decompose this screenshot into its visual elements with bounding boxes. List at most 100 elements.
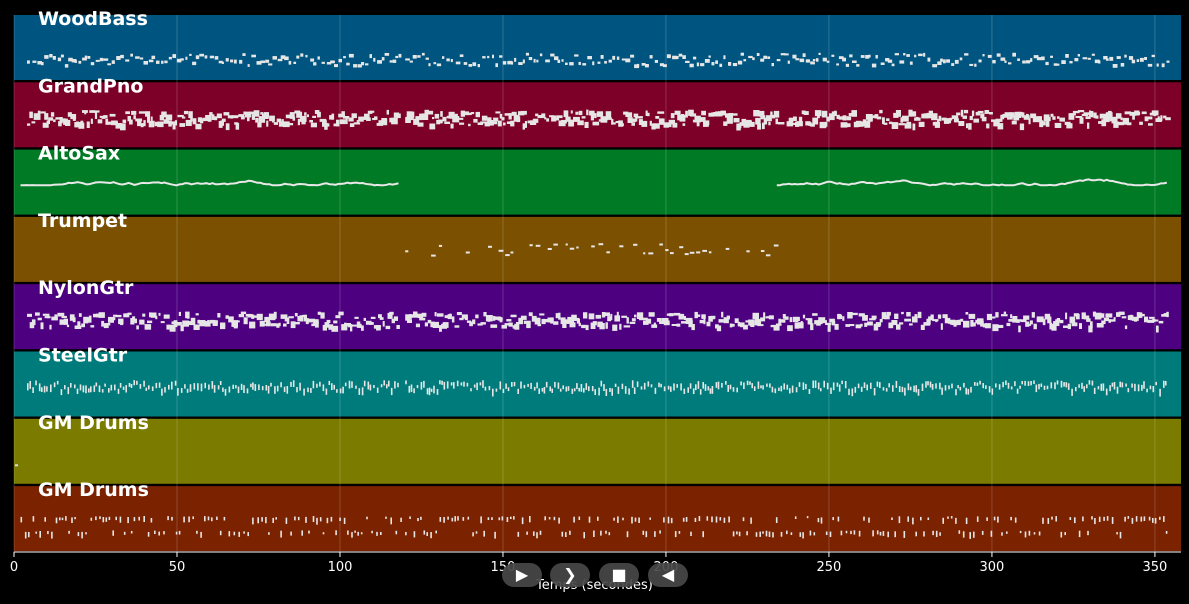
note-mark: [164, 387, 166, 393]
note-mark: [247, 114, 250, 122]
note-mark: [24, 531, 27, 539]
note-mark: [269, 115, 275, 122]
note-mark: [874, 114, 879, 119]
note-mark: [358, 388, 361, 395]
note-mark: [88, 388, 90, 393]
note-mark: [1091, 380, 1094, 386]
note-mark: [660, 383, 662, 388]
rewind-button[interactable]: ◀: [648, 563, 688, 587]
note-mark: [592, 321, 597, 326]
note-mark: [1098, 121, 1102, 124]
note-mark: [211, 114, 215, 120]
note-mark: [282, 121, 290, 128]
note-mark: [82, 57, 87, 61]
note-mark: [544, 117, 547, 120]
note-mark: [1161, 314, 1168, 317]
note-mark: [760, 250, 765, 252]
note-mark: [196, 530, 198, 534]
note-mark: [605, 388, 608, 396]
note-mark: [35, 312, 40, 316]
note-mark: [495, 63, 498, 68]
note-mark: [886, 311, 891, 316]
note-mark: [818, 52, 821, 55]
note-mark: [831, 320, 836, 326]
note-mark: [520, 110, 527, 115]
note-mark: [873, 323, 879, 331]
note-mark: [289, 112, 295, 119]
note-mark: [296, 111, 303, 118]
note-mark: [851, 110, 857, 117]
note-mark: [746, 380, 749, 386]
stop-button[interactable]: ■: [599, 563, 639, 587]
note-mark: [292, 322, 300, 325]
note-mark: [711, 516, 713, 523]
note-mark: [773, 110, 780, 118]
note-mark: [459, 54, 464, 57]
note-mark: [891, 63, 895, 67]
note-mark: [377, 60, 382, 64]
note-mark: [82, 385, 85, 393]
note-mark: [1045, 121, 1050, 127]
note-mark: [690, 531, 692, 536]
note-mark: [839, 314, 843, 319]
note-mark: [702, 249, 707, 252]
note-mark: [829, 318, 835, 323]
note-mark: [805, 383, 807, 390]
note-mark: [915, 531, 917, 537]
play-fast-button[interactable]: ▶: [502, 563, 542, 587]
note-mark: [405, 314, 411, 321]
note-mark: [1149, 112, 1154, 116]
note-mark: [948, 385, 950, 390]
note-mark: [777, 122, 785, 125]
play-icon: ▶: [515, 565, 529, 584]
note-mark: [685, 110, 688, 118]
note-mark: [390, 387, 393, 396]
note-mark: [822, 57, 827, 62]
note-mark: [182, 116, 186, 119]
note-mark: [139, 384, 142, 389]
note-mark: [1131, 517, 1134, 524]
note-mark: [995, 383, 997, 388]
note-mark: [728, 516, 730, 523]
note-mark: [58, 121, 62, 127]
note-mark: [1111, 517, 1114, 524]
note-mark: [131, 110, 137, 115]
play-button[interactable]: ❯: [550, 563, 590, 587]
note-mark: [649, 120, 652, 126]
note-mark: [1018, 325, 1021, 333]
note-mark: [991, 119, 998, 122]
note-mark: [1047, 316, 1052, 324]
note-mark: [150, 518, 153, 523]
note-mark: [966, 123, 968, 129]
note-mark: [137, 119, 142, 127]
note-mark: [233, 59, 237, 64]
note-mark: [378, 120, 382, 125]
note-mark: [37, 61, 42, 65]
note-mark: [280, 382, 282, 388]
note-mark: [1060, 380, 1063, 388]
note-mark: [450, 59, 453, 63]
note-mark: [670, 252, 674, 255]
note-mark: [1077, 110, 1085, 113]
note-mark: [546, 118, 550, 122]
note-mark: [715, 516, 718, 523]
note-mark: [625, 112, 633, 117]
note-mark: [484, 122, 490, 127]
note-mark: [623, 325, 631, 328]
note-mark: [441, 380, 443, 385]
note-mark: [1155, 381, 1157, 386]
note-mark: [647, 112, 650, 117]
note-mark: [439, 517, 442, 522]
note-mark: [569, 62, 574, 66]
note-mark: [592, 121, 600, 126]
note-mark: [154, 121, 159, 127]
note-mark: [1082, 516, 1084, 522]
note-mark: [757, 324, 764, 327]
note-mark: [1042, 517, 1044, 524]
note-mark: [429, 123, 436, 130]
note-mark: [968, 123, 972, 130]
note-mark: [899, 322, 904, 325]
note-mark: [31, 121, 36, 124]
note-mark: [35, 531, 37, 534]
note-mark: [571, 388, 574, 394]
